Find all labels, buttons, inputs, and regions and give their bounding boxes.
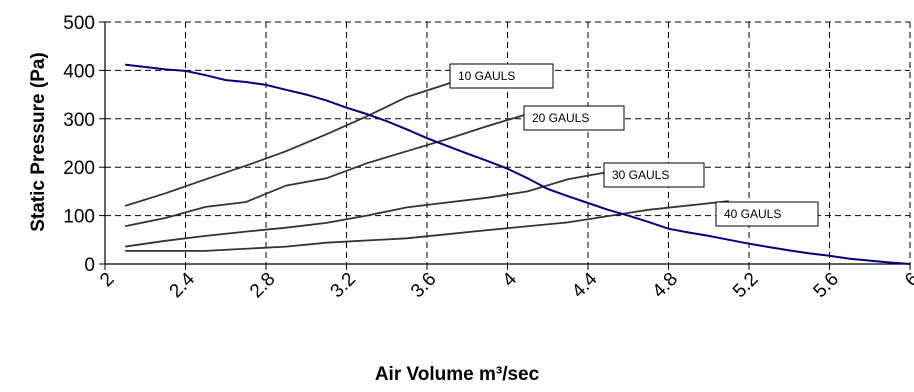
series-lines <box>124 63 911 265</box>
series-label-text: 30 GAULS <box>612 168 669 182</box>
series-label-box <box>449 63 554 89</box>
y-tick-label: 0 <box>84 255 95 276</box>
series-line <box>124 73 472 207</box>
y-tick-label: 200 <box>63 158 95 179</box>
series-label-text: 20 GAULS <box>532 111 589 125</box>
series-labels: 10 GAULS 20 GAULS 30 GAULS 40 GAULS <box>449 63 819 227</box>
series-label: 40 GAULS <box>715 201 819 227</box>
x-tick-label: 3.2 <box>327 269 361 303</box>
series-label-text: 10 GAULS <box>458 69 515 83</box>
y-tick-label: 100 <box>63 207 95 228</box>
y-tick-label: 500 <box>63 13 95 34</box>
x-tick-label: 3.6 <box>407 269 441 303</box>
x-tick-label: 2.8 <box>246 269 280 303</box>
series-line <box>124 108 558 228</box>
series-line <box>124 171 609 248</box>
x-tick-label: 4.8 <box>649 269 683 303</box>
y-tick-label: 400 <box>63 61 95 82</box>
axes <box>99 21 911 270</box>
x-tick-label: 6 <box>901 269 914 291</box>
x-tick-label: 2 <box>96 269 118 291</box>
y-tick-labels: 0 100 200 300 400 500 <box>63 13 95 276</box>
x-tick-label: 5.6 <box>810 269 844 303</box>
x-tick-label: 2.4 <box>166 268 200 302</box>
series-label: 30 GAULS <box>603 162 705 188</box>
series-label-box <box>523 105 625 131</box>
series-label-box <box>715 201 819 227</box>
x-axis-title: Air Volume m³/sec <box>375 364 540 385</box>
y-axis-title: Static Pressure (Pa) <box>28 52 49 232</box>
x-tick-label: 5.2 <box>729 269 763 303</box>
series-label: 20 GAULS <box>523 105 625 131</box>
fan-curve-line <box>124 63 911 265</box>
series-label-box <box>603 162 705 188</box>
x-tick-label: 4.4 <box>568 268 602 302</box>
x-tick-labels: 2 2.4 2.8 3.2 3.6 4 4.4 4.8 5.2 5.6 6 <box>96 268 914 302</box>
y-tick-label: 300 <box>63 110 95 131</box>
series-label: 10 GAULS <box>449 63 554 89</box>
x-tick-label: 4 <box>499 268 522 291</box>
series-label-text: 40 GAULS <box>724 207 781 221</box>
